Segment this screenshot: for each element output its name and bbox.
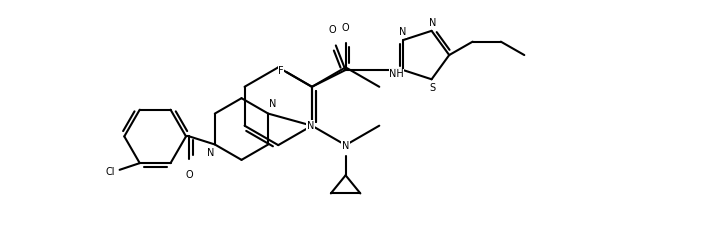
Text: N: N	[429, 18, 436, 28]
Text: NH: NH	[389, 69, 404, 79]
Text: N: N	[342, 141, 349, 152]
Text: O: O	[341, 23, 349, 33]
Text: N: N	[307, 121, 314, 131]
Text: N: N	[207, 148, 215, 157]
Text: F: F	[278, 66, 284, 76]
Text: Cl: Cl	[106, 167, 115, 177]
Text: N: N	[268, 99, 276, 109]
Text: O: O	[186, 170, 193, 180]
Text: S: S	[429, 83, 435, 93]
Text: N: N	[398, 27, 406, 37]
Text: O: O	[329, 26, 337, 35]
